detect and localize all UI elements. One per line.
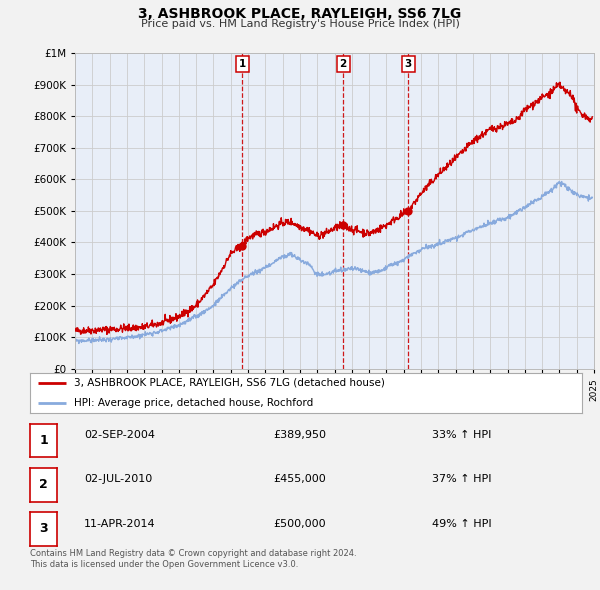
Text: 3: 3 bbox=[405, 59, 412, 69]
Text: £455,000: £455,000 bbox=[274, 474, 326, 484]
Text: 3, ASHBROOK PLACE, RAYLEIGH, SS6 7LG: 3, ASHBROOK PLACE, RAYLEIGH, SS6 7LG bbox=[139, 7, 461, 21]
Text: Contains HM Land Registry data © Crown copyright and database right 2024.: Contains HM Land Registry data © Crown c… bbox=[30, 549, 356, 558]
Text: 2: 2 bbox=[340, 59, 347, 69]
Text: 02-JUL-2010: 02-JUL-2010 bbox=[84, 474, 152, 484]
Text: HPI: Average price, detached house, Rochford: HPI: Average price, detached house, Roch… bbox=[74, 398, 313, 408]
Text: 33% ↑ HPI: 33% ↑ HPI bbox=[432, 430, 491, 440]
Text: Price paid vs. HM Land Registry's House Price Index (HPI): Price paid vs. HM Land Registry's House … bbox=[140, 19, 460, 29]
Text: 37% ↑ HPI: 37% ↑ HPI bbox=[432, 474, 491, 484]
Text: £500,000: £500,000 bbox=[274, 519, 326, 529]
Text: 1: 1 bbox=[39, 434, 48, 447]
Text: 3: 3 bbox=[39, 522, 48, 536]
Text: 11-APR-2014: 11-APR-2014 bbox=[84, 519, 155, 529]
Text: £389,950: £389,950 bbox=[274, 430, 326, 440]
Text: 2: 2 bbox=[39, 478, 48, 491]
Text: 02-SEP-2004: 02-SEP-2004 bbox=[84, 430, 155, 440]
Text: 49% ↑ HPI: 49% ↑ HPI bbox=[432, 519, 491, 529]
Text: This data is licensed under the Open Government Licence v3.0.: This data is licensed under the Open Gov… bbox=[30, 560, 298, 569]
Text: 1: 1 bbox=[239, 59, 246, 69]
Text: 3, ASHBROOK PLACE, RAYLEIGH, SS6 7LG (detached house): 3, ASHBROOK PLACE, RAYLEIGH, SS6 7LG (de… bbox=[74, 378, 385, 388]
